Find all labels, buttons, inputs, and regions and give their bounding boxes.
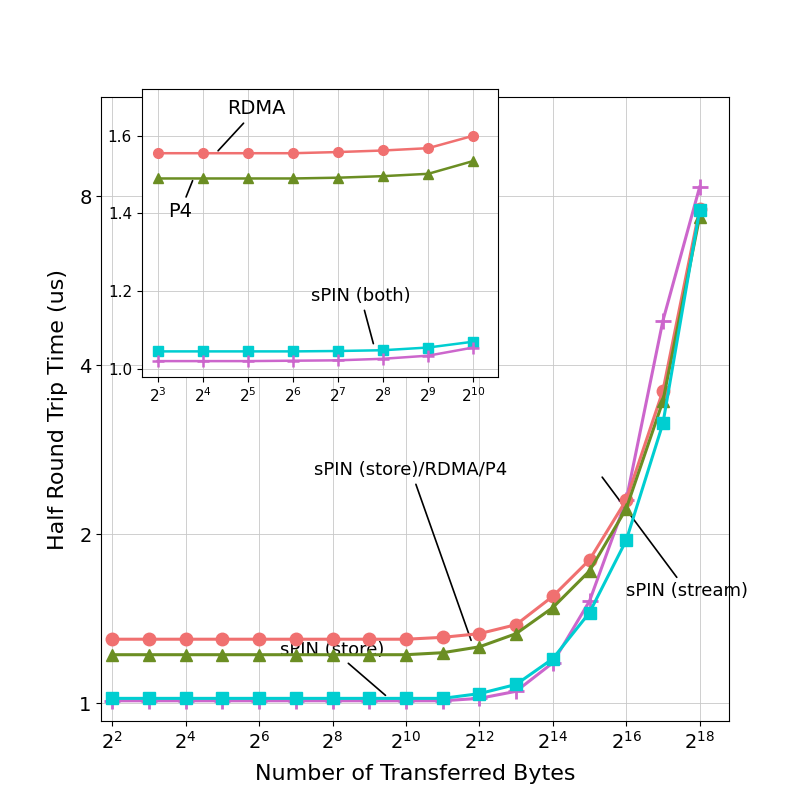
Text: P4: P4: [168, 181, 193, 221]
Text: sPIN (store): sPIN (store): [280, 641, 386, 695]
Text: sPIN (both): sPIN (both): [311, 287, 411, 343]
Y-axis label: Half Round Trip Time (us): Half Round Trip Time (us): [48, 269, 68, 549]
Text: sPIN (store)/RDMA/P4: sPIN (store)/RDMA/P4: [314, 461, 507, 641]
Text: sPIN (stream): sPIN (stream): [602, 477, 748, 600]
X-axis label: Number of Transferred Bytes: Number of Transferred Bytes: [255, 764, 575, 783]
Text: RDMA: RDMA: [218, 100, 286, 151]
